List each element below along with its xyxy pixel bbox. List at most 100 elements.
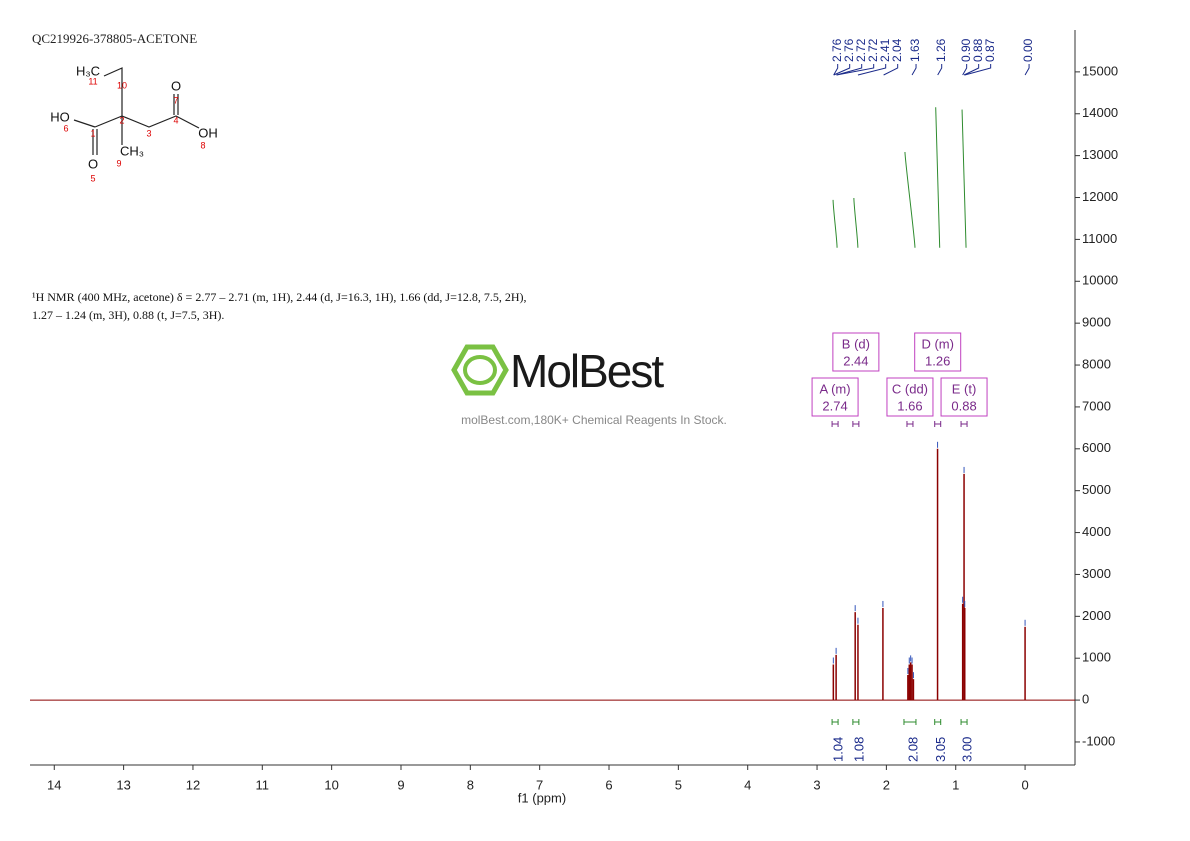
description: ¹H NMR (400 MHz, acetone) δ = 2.77 – 2.7… [32,290,527,304]
multiplet-shift: 2.74 [822,398,847,413]
peak-label: 2.76 [830,38,844,62]
atom-number: 4 [173,115,178,125]
multiplet-box [886,377,934,417]
x-tick-label: 0 [1021,777,1028,792]
x-tick-label: 10 [324,777,338,792]
multiplet-shift: 2.44 [843,353,868,368]
x-tick-label: 4 [744,777,751,792]
integral-bracket [852,719,860,725]
multiplet-box [914,332,962,372]
peak-label: 0.00 [1021,38,1035,62]
multiplet-range [906,421,914,427]
peak-label: 2.04 [890,38,904,62]
y-tick-label: 12000 [1082,189,1118,204]
integral-curve [832,199,838,248]
x-tick-label: 11 [256,777,270,792]
atom-number: 11 [88,76,97,86]
integral-label: 1.08 [851,737,866,762]
logo [451,344,509,396]
atom-number: 3 [146,128,151,138]
peak-label-connector [836,64,875,76]
atom-label: CH₃ [120,143,144,158]
y-tick-label: 11000 [1082,231,1117,246]
integral-curve [935,107,941,248]
peak-label: 1.26 [934,38,948,62]
atom-number: 6 [63,123,68,133]
atom-number: 5 [90,173,95,183]
peak-label-connector [963,64,980,76]
integral-label: 2.08 [905,737,920,762]
bond [121,115,200,129]
multiplet-range [852,421,860,427]
y-tick-label: 1000 [1082,650,1111,665]
y-tick-label: 7000 [1082,398,1111,413]
integral-label: 1.04 [831,737,846,762]
atom-number: 9 [116,158,121,168]
peak-label-connector [857,64,887,76]
atom-number: 2 [119,115,124,125]
integral-curve [904,151,916,248]
integral-curve [853,198,859,248]
bond [103,67,123,116]
description: 1.27 – 1.24 (m, 3H), 0.88 (t, J=7.5, 3H)… [32,308,224,322]
peak-label-connector [833,64,839,76]
peak-label-connector [833,64,851,76]
y-tick-label: 13000 [1082,147,1118,162]
peak-label-connector [1024,64,1030,76]
peak-label: 0.88 [971,38,985,62]
x-tick-label: 13 [116,777,130,792]
integral-bracket [831,719,839,725]
y-tick-label: 9000 [1082,315,1111,330]
y-tick-label: 4000 [1082,524,1111,539]
x-tick-label: 8 [467,777,474,792]
y-tick-label: 14000 [1082,105,1118,120]
peak-label: 2.72 [866,38,880,62]
logo-ring [463,355,497,385]
peak-label-connector [836,64,863,76]
atom-label: OH [198,125,218,140]
x-tick-label: 7 [536,777,543,792]
integral-curve [961,109,967,248]
x-tick-label: 1 [952,777,959,792]
multiplet-label: E (t) [952,381,977,396]
multiplet-shift: 1.66 [897,398,922,413]
multiplet-label: B (d) [842,336,870,351]
y-tick-label: 6000 [1082,440,1111,455]
multiplet-range [960,421,968,427]
multiplet-range [831,421,839,427]
y-tick-label: 3000 [1082,566,1111,581]
integral-bracket [903,719,917,725]
multiplet-label: D (m) [921,336,954,351]
x-tick-label: 12 [186,777,200,792]
atom-label: H₃C [76,63,100,78]
bond [94,115,123,128]
molecule-bonds [73,67,200,155]
bond [73,119,96,128]
atom-label: HO [50,109,70,124]
multiplet-label: A (m) [820,381,851,396]
y-tick-label: 5000 [1082,482,1111,497]
multiplet-shift: 1.26 [925,353,950,368]
watermark-subtitle: molBest.com,180K+ Chemical Reagents In S… [461,413,727,427]
peak-label-connector [964,64,992,76]
atom-number: 10 [117,80,127,90]
x-tick-label: 14 [47,777,61,792]
integral-label: 3.00 [959,737,974,762]
multiplet-label: C (dd) [892,381,928,396]
integral-bracket [960,719,968,725]
peak-label-connector [962,64,968,76]
atom-label: O [88,156,98,171]
peak-label: 0.87 [983,38,997,62]
peak-label: 1.63 [908,38,922,62]
atom-label: O [171,78,181,93]
integral-bracket [934,719,942,725]
y-tick-label: -1000 [1082,733,1115,748]
x-tick-label: 6 [605,777,612,792]
atom-number: 8 [200,140,205,150]
x-tick-label: 9 [397,777,404,792]
y-tick-label: 2000 [1082,608,1111,623]
multiplet-shift: 0.88 [951,398,976,413]
